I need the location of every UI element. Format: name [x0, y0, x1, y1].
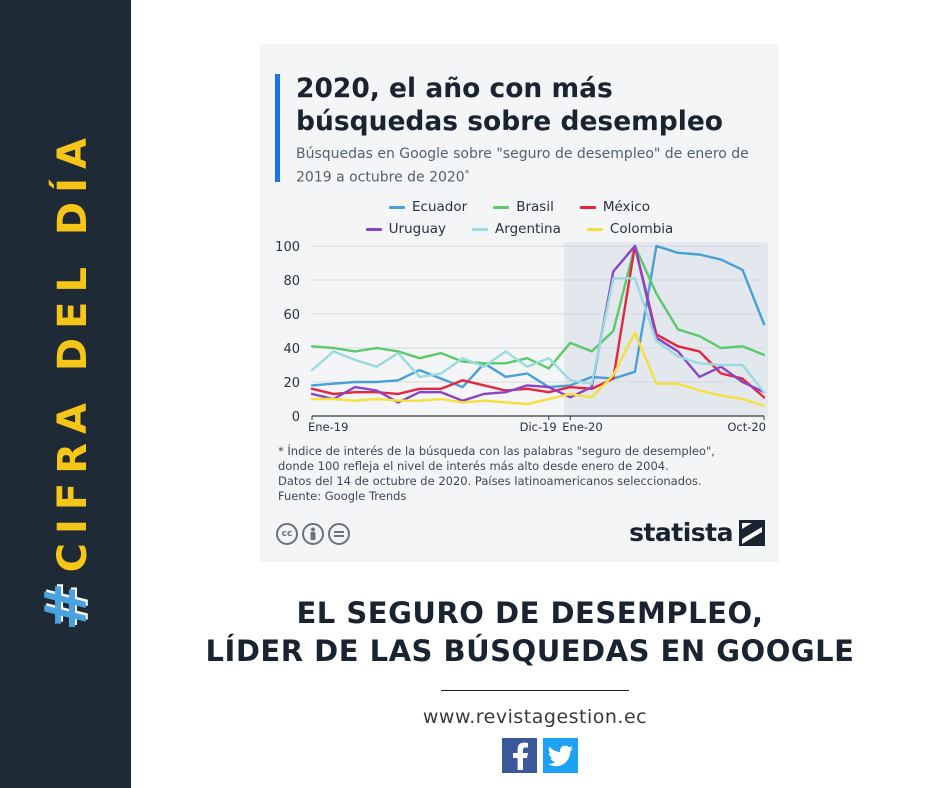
legend-label-colombia: Colombia — [609, 221, 674, 237]
social-links — [502, 738, 578, 773]
facebook-icon[interactable] — [502, 738, 537, 773]
chart-legend: Ecuador Brasil México Uruguay Argentina … — [260, 196, 779, 240]
title-accent-bar — [275, 74, 280, 182]
chart-title: 2020, el año con más búsquedas sobre des… — [296, 73, 724, 137]
cifra-del-dia-label: # CIFRA DEL DÍA — [32, 129, 100, 631]
legend-row-2: Uruguay Argentina Colombia — [260, 218, 779, 240]
y-tick-label: 40 — [283, 342, 300, 357]
series-line-ecuador — [310, 244, 766, 389]
headline-line-2: LÍDER DE LAS BÚSQUEDAS EN GOOGLE — [205, 634, 855, 668]
legend-label-uruguay: Uruguay — [388, 221, 447, 237]
footnote-line: donde 100 refleja el nivel de interés má… — [278, 459, 669, 473]
x-tick-label: Ene-20 — [562, 420, 602, 434]
legend-label-brasil: Brasil — [516, 199, 554, 215]
sidebar-label: CIFRA DEL DÍA — [50, 129, 96, 573]
series-line-mexico — [310, 244, 766, 399]
headline-line-1: EL SEGURO DE DESEMPLEO, — [296, 596, 764, 630]
legend-item-brasil: Brasil — [493, 196, 554, 218]
line-chart: 0 20 40 60 80 100 Ene-19 Dic-19 Ene-20 Oct-20 — [275, 240, 768, 434]
legend-item-uruguay: Uruguay — [365, 218, 447, 240]
chart-subtitle: Búsquedas en Google sobre "seguro de des… — [296, 144, 766, 188]
legend-label-ecuador: Ecuador — [412, 199, 468, 215]
hashtag-icon: # — [32, 582, 100, 631]
legend-swatch-colombia — [586, 227, 603, 231]
chart-card: 2020, el año con más búsquedas sobre des… — [260, 44, 779, 562]
website-link[interactable]: www.revistagestion.ec — [422, 706, 648, 728]
legend-label-mexico: México — [602, 199, 650, 215]
legend-item-mexico: México — [579, 196, 650, 218]
footnote-line: * Índice de interés de la búsqueda con l… — [278, 444, 715, 458]
x-tick-label: Ene-19 — [308, 420, 348, 434]
chart-footnotes: * Índice de interés de la búsqueda con l… — [278, 444, 768, 504]
legend-swatch-uruguay — [365, 227, 382, 231]
y-tick-label: 100 — [275, 240, 300, 255]
person-icon[interactable] — [302, 523, 324, 545]
legend-swatch-mexico — [579, 205, 596, 209]
footnote-source: Fuente: Google Trends — [278, 489, 407, 503]
license-icons: cc — [276, 523, 350, 545]
legend-swatch-brasil — [493, 205, 510, 209]
x-tick-label: Dic-19 — [520, 420, 557, 434]
legend-label-argentina: Argentina — [495, 221, 561, 237]
series-line-argentina — [310, 277, 766, 394]
y-tick-label: 80 — [283, 274, 300, 289]
footnote-line: Datos del 14 de octubre de 2020. Países … — [278, 474, 702, 488]
legend-item-ecuador: Ecuador — [389, 196, 467, 218]
cc-icon[interactable]: cc — [276, 523, 298, 545]
legend-row-1: Ecuador Brasil México — [260, 196, 779, 218]
divider — [441, 690, 629, 691]
legend-swatch-argentina — [472, 227, 489, 231]
statista-brand[interactable]: statista — [629, 518, 765, 547]
subtitle-asterisk: * — [464, 169, 470, 179]
series-line-uruguay — [310, 244, 766, 404]
statista-logo-icon — [739, 519, 765, 546]
twitter-icon[interactable] — [543, 738, 578, 773]
statista-wordmark: statista — [629, 518, 733, 547]
legend-item-argentina: Argentina — [472, 218, 561, 240]
y-tick-label: 0 — [292, 410, 300, 425]
legend-item-colombia: Colombia — [586, 218, 674, 240]
x-tick-label: Oct-20 — [727, 420, 766, 434]
equal-icon[interactable] — [328, 523, 350, 545]
y-tick-label: 20 — [283, 376, 300, 391]
legend-swatch-ecuador — [389, 205, 406, 209]
series-line-colombia — [310, 331, 766, 408]
y-tick-label: 60 — [283, 308, 300, 323]
sidebar: # CIFRA DEL DÍA — [0, 0, 131, 788]
headline: EL SEGURO DE DESEMPLEO, LÍDER DE LAS BÚS… — [150, 594, 910, 670]
chart-subtitle-text: Búsquedas en Google sobre "seguro de des… — [296, 146, 749, 186]
